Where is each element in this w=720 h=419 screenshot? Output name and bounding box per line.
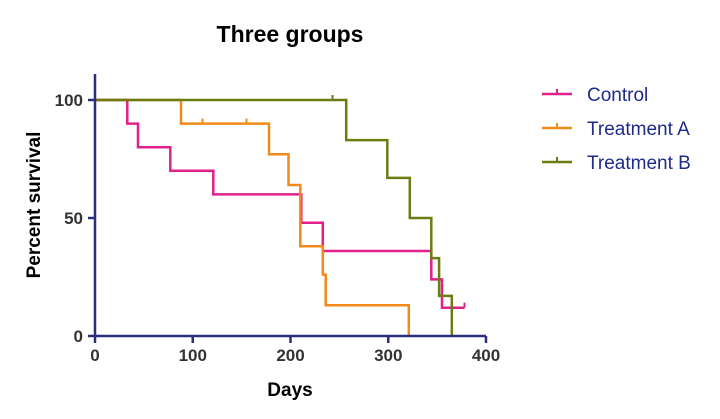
x-tick-label: 400: [472, 346, 500, 365]
series-line-control: [95, 98, 465, 309]
legend: Control Treatment A Treatment B: [542, 85, 691, 174]
y-tick-label: 100: [55, 91, 83, 110]
x-tick-label: 300: [374, 346, 402, 365]
y-tick-label: 0: [74, 327, 83, 346]
plot-area: [95, 95, 466, 336]
series-line-treatment-a: [95, 98, 411, 336]
x-ticks: 0 100 200 300 400: [90, 336, 500, 365]
x-tick-label: 100: [179, 346, 207, 365]
legend-label-treatment-a: Treatment A: [587, 119, 690, 140]
series-line-treatment-b: [95, 98, 454, 336]
y-ticks: 0 50 100: [55, 91, 95, 346]
y-tick-label: 50: [64, 209, 83, 228]
x-tick-label: 200: [276, 346, 304, 365]
x-axis-label: Days: [267, 380, 312, 401]
x-tick-label: 0: [90, 346, 99, 365]
legend-label-control: Control: [587, 85, 648, 106]
y-axis-label: Percent survival: [24, 132, 45, 279]
legend-label-treatment-b: Treatment B: [587, 153, 691, 174]
chart-title: Three groups: [217, 21, 364, 47]
